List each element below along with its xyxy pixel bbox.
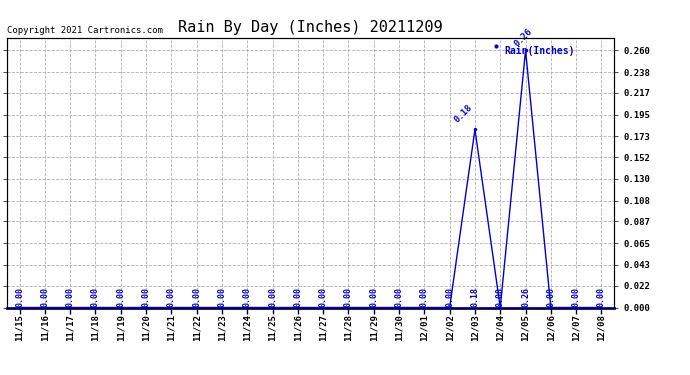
Text: 0.00: 0.00 <box>167 286 176 306</box>
Title: Rain By Day (Inches) 20211209: Rain By Day (Inches) 20211209 <box>178 20 443 35</box>
Text: 0.00: 0.00 <box>546 286 555 306</box>
Text: 0.00: 0.00 <box>116 286 126 306</box>
Text: 0.00: 0.00 <box>243 286 252 306</box>
Text: 0.00: 0.00 <box>571 286 581 306</box>
Text: 0.00: 0.00 <box>445 286 454 306</box>
Text: 0.00: 0.00 <box>344 286 353 306</box>
Text: 0.00: 0.00 <box>217 286 226 306</box>
Text: 0.00: 0.00 <box>141 286 150 306</box>
Text: 0.26: 0.26 <box>521 286 530 306</box>
Text: 0.18: 0.18 <box>471 286 480 306</box>
Text: 0.00: 0.00 <box>66 286 75 306</box>
Text: 0.00: 0.00 <box>268 286 277 306</box>
Text: 0.00: 0.00 <box>15 286 24 306</box>
Text: 0.26: 0.26 <box>513 27 535 48</box>
Text: 0.00: 0.00 <box>40 286 50 306</box>
Text: Copyright 2021 Cartronics.com: Copyright 2021 Cartronics.com <box>7 26 163 35</box>
Text: 0.00: 0.00 <box>395 286 404 306</box>
Text: 0.00: 0.00 <box>319 286 328 306</box>
Text: 0.00: 0.00 <box>192 286 201 306</box>
Text: Rain(Inches): Rain(Inches) <box>505 46 575 56</box>
Text: 0.18: 0.18 <box>452 103 474 125</box>
Text: 0.00: 0.00 <box>91 286 100 306</box>
Text: 0.00: 0.00 <box>420 286 429 306</box>
Text: 0.00: 0.00 <box>369 286 378 306</box>
Text: 0.00: 0.00 <box>495 286 505 306</box>
Text: 0.00: 0.00 <box>293 286 302 306</box>
Text: 0.00: 0.00 <box>597 286 606 306</box>
